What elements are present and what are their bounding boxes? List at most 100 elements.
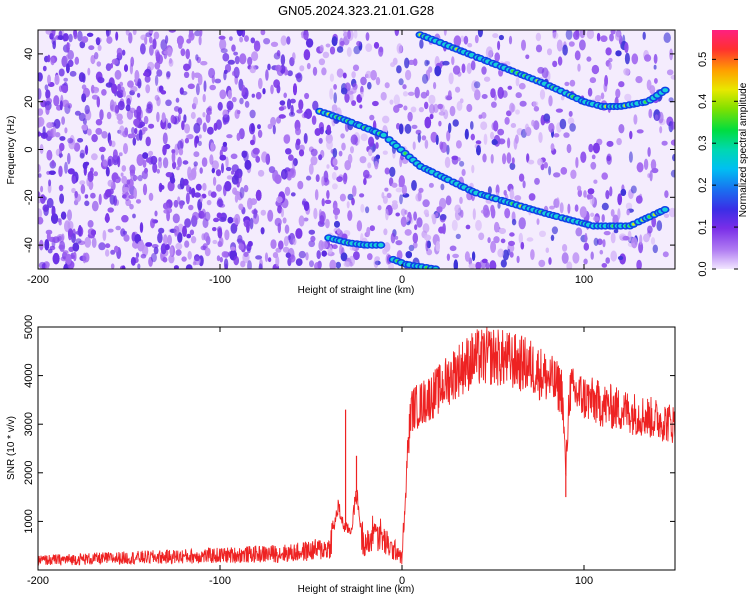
noise-blob (466, 62, 472, 75)
noise-blob (437, 103, 444, 110)
noise-blob (568, 110, 573, 117)
noise-blob (236, 30, 244, 37)
noise-blob (63, 77, 68, 82)
noise-blob (153, 246, 159, 255)
noise-blob (132, 213, 136, 219)
noise-blob (439, 214, 447, 221)
noise-blob (215, 184, 222, 192)
noise-blob (353, 45, 361, 55)
noise-blob (340, 252, 348, 262)
noise-blob (305, 252, 309, 261)
noise-blob (475, 140, 482, 145)
noise-blob (336, 46, 344, 53)
noise-blob (455, 86, 461, 93)
noise-blob (360, 203, 365, 213)
noise-blob (520, 241, 525, 250)
noise-blob (171, 149, 176, 154)
noise-blob (650, 237, 656, 245)
noise-blob (308, 163, 314, 175)
noise-blob (304, 92, 310, 100)
noise-blob (380, 91, 387, 101)
noise-blob (401, 184, 407, 195)
noise-blob (470, 121, 474, 130)
noise-blob (216, 212, 222, 219)
noise-blob (157, 232, 163, 244)
noise-blob (474, 89, 481, 101)
noise-blob (454, 204, 462, 214)
noise-blob (610, 232, 616, 244)
noise-blob (136, 92, 141, 98)
noise-blob (153, 31, 160, 40)
noise-blob (176, 166, 180, 171)
noise-blob (227, 89, 232, 100)
noise-blob (67, 137, 74, 144)
noise-blob (38, 173, 42, 178)
noise-blob (231, 175, 239, 185)
noise-blob (296, 109, 303, 114)
snr-x-axis: -200 -100 0 100 (27, 327, 593, 587)
noise-blob (105, 166, 110, 177)
noise-blob (348, 255, 355, 267)
noise-blob (543, 113, 551, 122)
noise-blob (193, 122, 201, 134)
noise-blob (333, 166, 339, 171)
noise-blob (179, 200, 184, 209)
noise-blob (643, 158, 649, 170)
noise-blob (503, 189, 507, 196)
noise-blob (414, 86, 420, 99)
noise-blob (518, 173, 525, 182)
noise-blob (234, 55, 240, 65)
noise-blob (625, 202, 633, 210)
noise-blob (574, 50, 581, 61)
noise-blob (382, 195, 388, 204)
noise-blob (260, 30, 266, 36)
noise-blob (615, 31, 621, 41)
noise-blob (296, 138, 301, 146)
noise-blob (610, 30, 616, 35)
noise-blob (47, 248, 53, 254)
noise-blob (295, 258, 303, 266)
noise-blob (365, 206, 370, 214)
noise-blob (298, 250, 306, 259)
noise-blob (270, 239, 277, 250)
noise-blob (284, 186, 291, 196)
noise-blob (117, 100, 125, 111)
noise-blob (435, 212, 439, 218)
noise-blob (231, 96, 237, 103)
noise-blob (661, 140, 668, 146)
noise-blob (332, 200, 338, 211)
noise-blob (457, 157, 461, 162)
noise-blob (431, 213, 436, 221)
noise-blob (190, 111, 196, 120)
noise-blob (61, 116, 65, 125)
noise-blob (130, 56, 135, 67)
noise-blob (40, 185, 44, 193)
noise-blob (211, 160, 219, 170)
noise-blob (482, 153, 487, 163)
noise-blob (202, 122, 207, 133)
noise-blob (58, 244, 65, 250)
noise-blob (412, 232, 418, 244)
noise-blob (315, 174, 320, 183)
noise-blob (511, 103, 516, 113)
noise-blob (378, 46, 384, 57)
noise-blob (452, 253, 459, 259)
noise-blob (400, 208, 407, 217)
noise-blob (38, 72, 43, 82)
noise-blob (422, 199, 430, 208)
noise-blob (526, 237, 534, 242)
noise-blob (223, 258, 229, 269)
noise-blob (226, 100, 234, 111)
noise-blob (255, 189, 262, 201)
noise-blob (99, 109, 104, 121)
noise-blob (126, 109, 134, 120)
noise-blob (65, 54, 70, 61)
noise-blob (329, 259, 337, 269)
colorbar-gradient (712, 30, 738, 269)
noise-blob (144, 167, 148, 174)
noise-blob (154, 61, 161, 70)
noise-blob (290, 98, 296, 104)
spectrogram-tracks (315, 31, 670, 269)
noise-blob (475, 219, 482, 231)
noise-blob (231, 170, 235, 175)
